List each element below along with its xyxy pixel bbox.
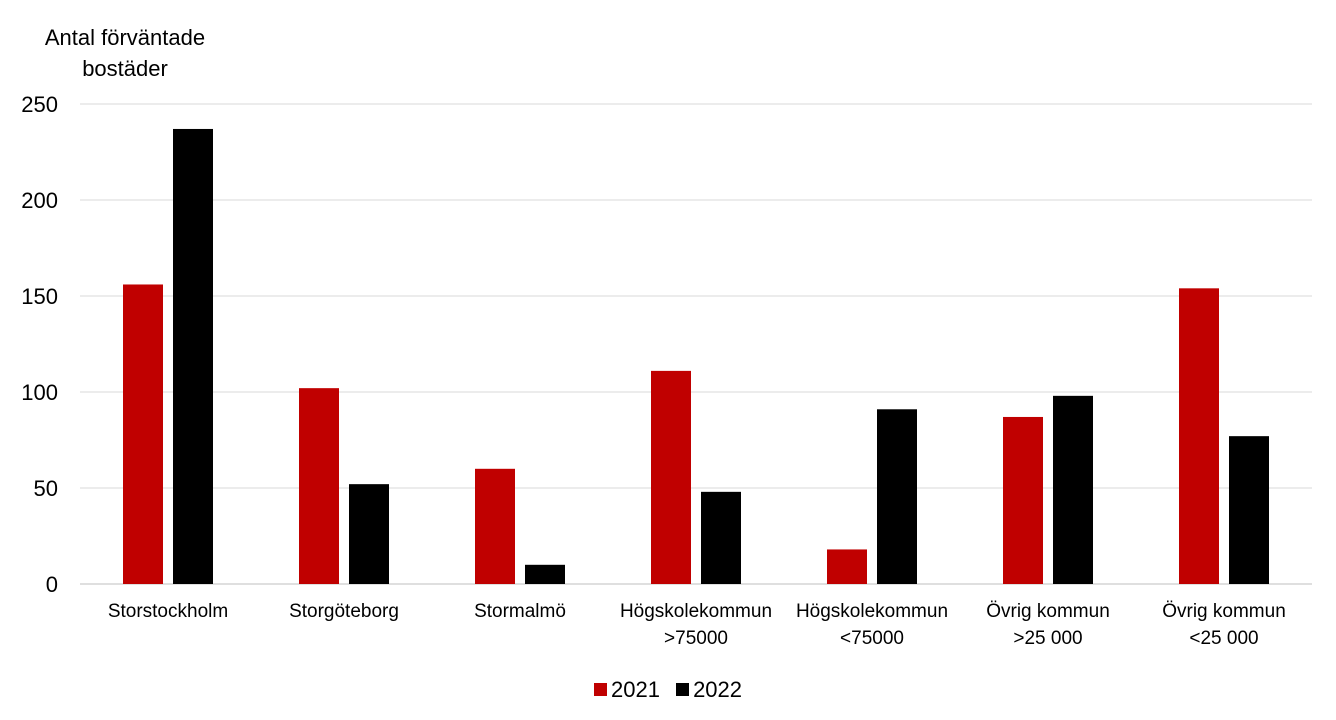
bar-2021 <box>299 388 339 584</box>
legend: 2021 2022 <box>0 676 1336 703</box>
legend-swatch-2022 <box>676 683 690 696</box>
y-tick-label: 0 <box>46 572 58 597</box>
bar-2022 <box>701 491 741 584</box>
legend-label-2021: 2021 <box>610 676 660 702</box>
bar-2021 <box>827 549 867 584</box>
y-tick-label: 150 <box>21 284 58 309</box>
x-tick-label: Övrig kommun <box>986 601 1110 622</box>
legend-item-2022: 2022 <box>676 677 742 703</box>
bar-2022 <box>349 484 389 584</box>
bar-2021 <box>123 284 163 584</box>
bar-2022 <box>1053 395 1093 584</box>
x-tick-label: >75000 <box>664 628 728 649</box>
bar-2022 <box>877 409 917 584</box>
y-tick-label: 200 <box>21 188 58 213</box>
y-tick-label: 50 <box>34 476 58 501</box>
x-tick-label: Storstockholm <box>108 601 228 622</box>
x-tick-label: Stormalmö <box>474 601 566 622</box>
legend-item-2021: 2021 <box>593 676 660 703</box>
bar-2021 <box>1003 416 1043 584</box>
x-tick-label: Övrig kommun <box>1162 601 1286 622</box>
y-tick-label: 100 <box>21 380 58 405</box>
y-tick-label: 250 <box>21 92 58 117</box>
x-tick-label: Högskolekommun <box>620 601 772 622</box>
y-axis-title-line-2: bostäder <box>82 56 168 81</box>
bar-2021 <box>475 468 515 584</box>
bar-2021 <box>1179 288 1219 584</box>
bar-2022 <box>173 128 213 584</box>
y-axis-title-line-1: Antal förväntade <box>44 25 206 50</box>
x-tick-label: Storgöteborg <box>289 601 399 622</box>
x-tick-label: <75000 <box>840 628 904 649</box>
x-tick-label: Högskolekommun <box>796 601 948 622</box>
bar-chart: 0 50 100 150 200 250 Storstockholm Storgöteborg… <box>21 92 1312 649</box>
bar-2022 <box>525 564 565 584</box>
legend-label-2022: 2022 <box>693 676 743 702</box>
bar-2022 <box>1229 436 1269 584</box>
x-tick-label: <25 000 <box>1189 628 1258 649</box>
bar-2021 <box>651 370 691 584</box>
x-tick-label: >25 000 <box>1013 628 1082 649</box>
legend-swatch-2021 <box>593 683 607 696</box>
y-axis-title: Antal förväntade bostäder <box>10 22 240 84</box>
